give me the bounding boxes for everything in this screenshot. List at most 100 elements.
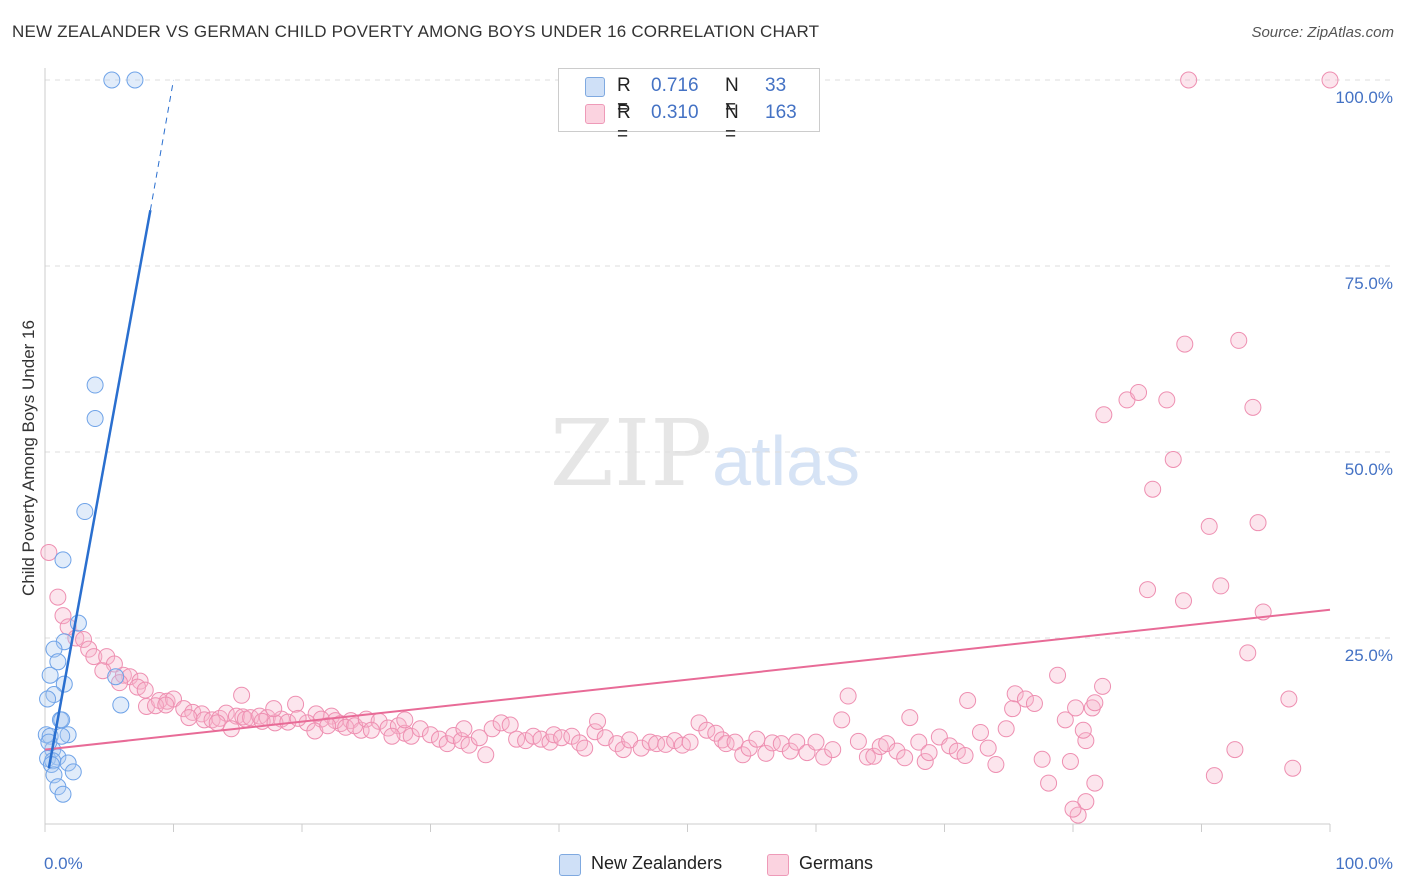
nz-point — [76, 503, 94, 521]
german-point — [698, 721, 716, 739]
legend-r-label: R = — [617, 102, 631, 145]
german-point — [1040, 774, 1058, 792]
german-point — [1226, 741, 1244, 759]
german-point — [54, 607, 72, 625]
nz-point — [107, 668, 125, 686]
german-point — [49, 588, 67, 606]
source-label: Source: ZipAtlas.com — [1251, 24, 1394, 41]
german-point — [477, 746, 495, 764]
german-point — [289, 709, 307, 727]
german-point — [1249, 514, 1267, 532]
german-point — [979, 739, 997, 757]
german-point — [379, 719, 397, 737]
german-point — [1205, 767, 1223, 785]
german-point — [707, 724, 725, 742]
german-point — [1077, 793, 1095, 811]
watermark-zip: ZIP — [550, 400, 713, 507]
german-point — [1180, 71, 1198, 89]
nz-trendline — [47, 209, 152, 769]
nz-point — [41, 666, 59, 684]
german-point — [40, 543, 58, 561]
german-point — [757, 744, 775, 762]
german-point — [287, 695, 305, 713]
german-point — [1230, 331, 1248, 349]
y-tick-label: 100.0% — [1335, 88, 1393, 107]
nz-point — [59, 726, 77, 744]
german-point — [1086, 694, 1104, 712]
nz-point — [86, 376, 104, 394]
german-point — [681, 733, 699, 751]
german-point — [987, 755, 1005, 773]
watermark-atlas: atlas — [712, 422, 861, 500]
german-point — [788, 733, 806, 751]
german-point — [508, 730, 526, 748]
german-point — [763, 734, 781, 752]
nz-point — [49, 653, 67, 671]
german-point — [959, 691, 977, 709]
german-point — [589, 712, 607, 730]
y-tick-label: 75.0% — [1345, 274, 1393, 293]
german-point — [1239, 644, 1257, 662]
y-axis-title: Child Poverty Among Boys Under 16 — [19, 320, 38, 596]
german-point — [1094, 677, 1112, 695]
german-point — [621, 731, 639, 749]
german-point — [227, 707, 245, 725]
german-point — [839, 687, 857, 705]
german-point — [1064, 800, 1082, 818]
german-point — [997, 720, 1015, 738]
german-point — [614, 741, 632, 759]
nz-trendline-extension — [149, 79, 174, 211]
german-point — [971, 723, 989, 741]
y-tick-label: 50.0% — [1345, 460, 1393, 479]
german-point — [1144, 480, 1162, 498]
german-point — [1086, 774, 1104, 792]
german-point — [411, 720, 429, 738]
german-point — [180, 709, 198, 727]
german-point — [208, 714, 226, 732]
german-point — [1061, 753, 1079, 771]
german-point — [916, 753, 934, 771]
german-point — [1176, 335, 1194, 353]
nz-point — [126, 71, 144, 89]
nz-point — [39, 690, 57, 708]
nz-point — [59, 754, 77, 772]
german-point — [815, 748, 833, 766]
german-point — [175, 700, 193, 718]
nz-point — [112, 696, 130, 714]
german-point — [1175, 592, 1193, 610]
german-point — [648, 735, 666, 753]
nz-point — [54, 551, 72, 569]
german-point — [1095, 406, 1113, 424]
x-tick-label: 0.0% — [44, 854, 83, 873]
nz-point — [103, 71, 121, 89]
german-point — [483, 720, 501, 738]
german-point — [1033, 750, 1051, 768]
german-point — [807, 733, 825, 751]
german-point — [532, 730, 550, 748]
german-point — [571, 734, 589, 752]
legend-swatch-de — [585, 104, 605, 124]
german-point — [1025, 694, 1043, 712]
german-point — [833, 711, 851, 729]
legend-n-label: N = — [725, 102, 739, 145]
german-point — [470, 729, 488, 747]
german-point — [1212, 577, 1230, 595]
german-point — [781, 742, 799, 760]
german-point — [849, 732, 867, 750]
german-point — [576, 739, 594, 757]
german-point — [865, 747, 883, 765]
german-point — [1321, 71, 1339, 89]
legend-n-value: 33 — [765, 75, 787, 96]
german-trendline — [44, 608, 1331, 751]
german-point — [319, 717, 337, 735]
german-point — [956, 747, 974, 765]
german-point — [748, 730, 766, 748]
german-point — [501, 716, 519, 734]
german-point — [657, 735, 675, 753]
legend-n-value: 163 — [765, 102, 797, 123]
german-point — [910, 733, 928, 751]
bottom-legend-label-nz: New Zealanders — [591, 853, 723, 873]
german-point — [734, 746, 752, 764]
bottom-legend-label-de: Germans — [799, 853, 874, 873]
